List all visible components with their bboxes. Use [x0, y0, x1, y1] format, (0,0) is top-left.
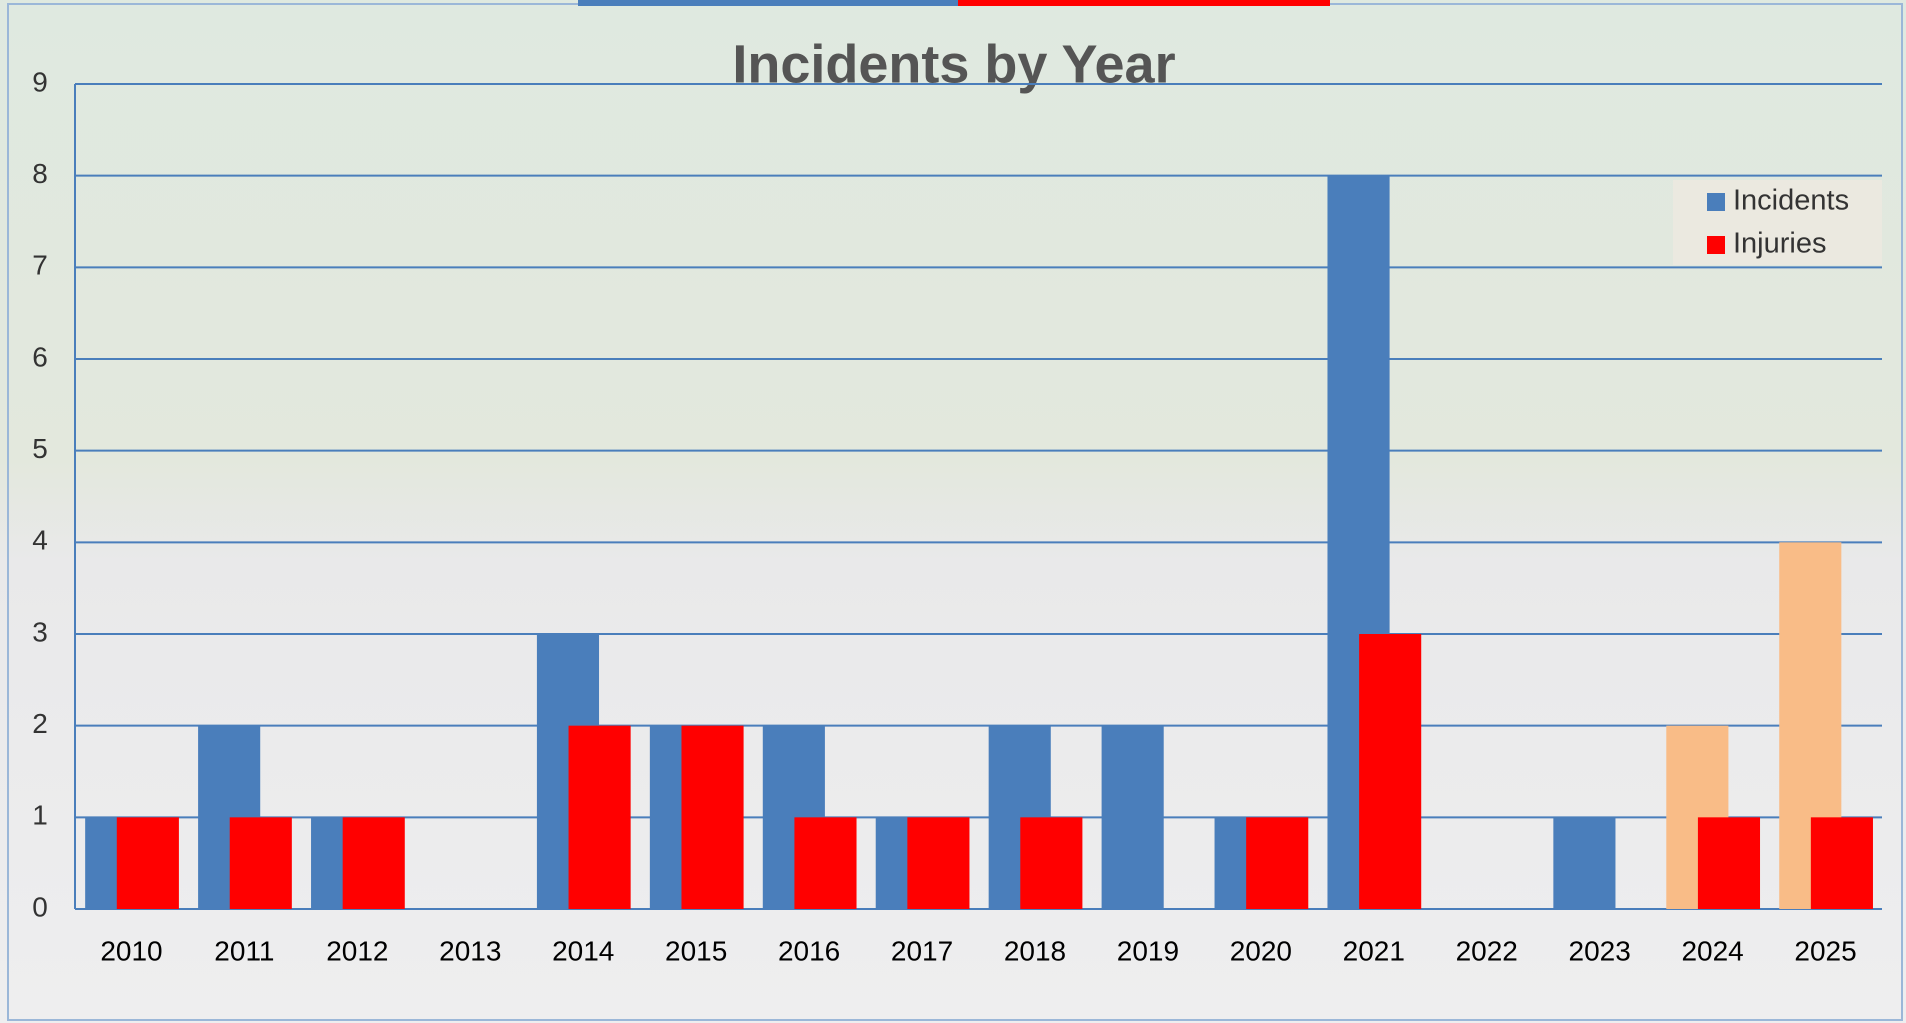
bar [568, 725, 631, 909]
x-tick-label: 2017 [891, 935, 953, 966]
x-tick-label: 2010 [100, 935, 162, 966]
legend-swatch [1707, 193, 1725, 211]
y-tick-label: 9 [32, 66, 48, 97]
y-tick-label: 3 [32, 616, 48, 647]
bar [1020, 817, 1083, 909]
x-tick-label: 2021 [1343, 935, 1405, 966]
y-tick-label: 4 [32, 525, 48, 556]
bar [1697, 817, 1761, 909]
bar [1359, 634, 1422, 909]
decor-bar [578, 0, 958, 6]
x-tick-label: 2012 [326, 935, 388, 966]
x-tick-label: 2011 [214, 935, 274, 966]
x-tick-label: 2014 [552, 935, 614, 966]
y-tick-label: 0 [32, 891, 48, 922]
legend: Incidents Injuries [1673, 180, 1882, 265]
bar [116, 817, 179, 909]
bar [1101, 725, 1164, 909]
y-tick-label: 2 [32, 708, 48, 739]
legend-label: Incidents [1733, 185, 1849, 217]
x-tick-label: 2016 [778, 935, 840, 966]
y-tick-label: 5 [32, 433, 48, 464]
bar [907, 817, 970, 909]
x-tick-label: 2023 [1569, 935, 1631, 966]
bar [342, 817, 405, 909]
bar [794, 817, 857, 909]
bar [1553, 817, 1616, 909]
x-tick-label: 2025 [1794, 935, 1856, 966]
x-tick-label: 2013 [439, 935, 501, 966]
x-tick-label: 2024 [1681, 935, 1743, 966]
chart-title: Incidents by Year [732, 34, 1175, 94]
x-tick-label: 2018 [1004, 935, 1066, 966]
bar [1246, 817, 1309, 909]
bar [1810, 817, 1873, 909]
x-tick-label: 2020 [1230, 935, 1292, 966]
decor-bar [958, 0, 1330, 6]
legend-label: Injuries [1733, 228, 1827, 260]
x-tick-label: 2019 [1117, 935, 1179, 966]
y-tick-label: 6 [32, 341, 48, 372]
y-tick-label: 1 [32, 800, 48, 831]
legend-swatch [1707, 236, 1725, 254]
x-tick-label: 2022 [1456, 935, 1518, 966]
x-tick-label: 2015 [665, 935, 727, 966]
y-tick-label: 7 [32, 250, 48, 281]
y-tick-label: 8 [32, 158, 48, 189]
bar [229, 817, 292, 909]
bar [681, 725, 744, 909]
